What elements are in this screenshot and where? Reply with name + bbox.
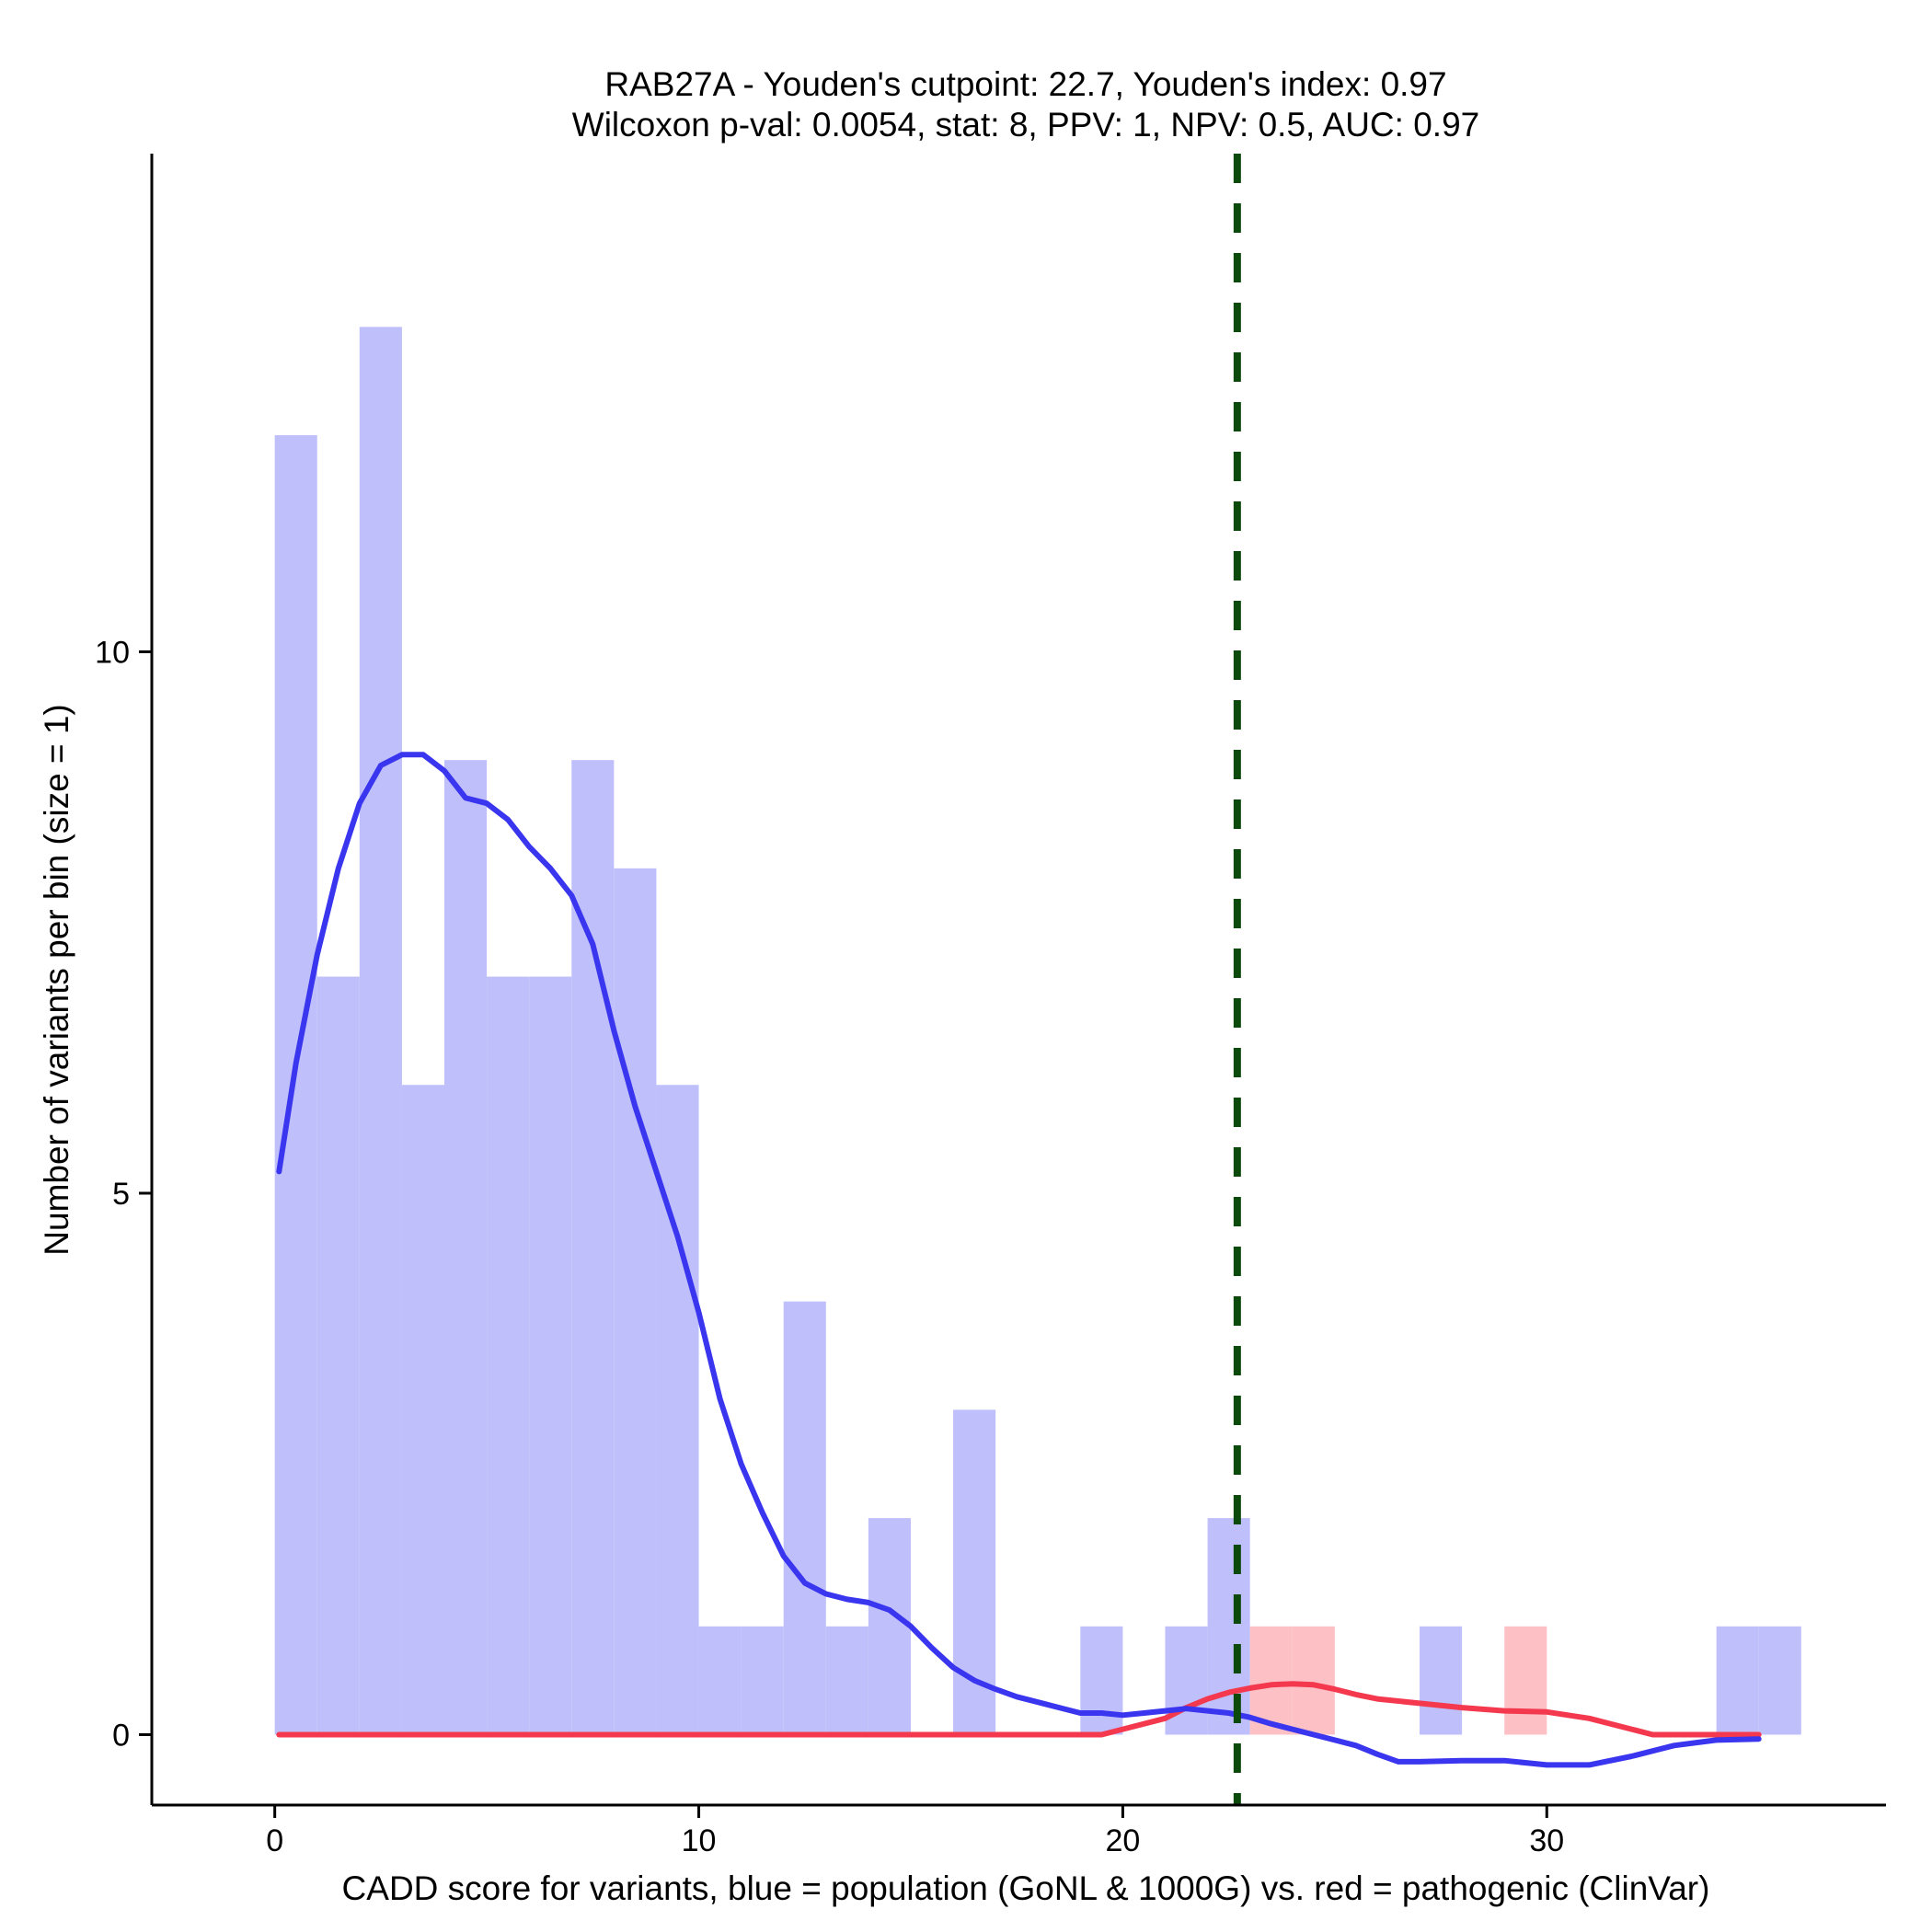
- population-bars: [274, 327, 1801, 1735]
- x-tick-label: 30: [1529, 1823, 1564, 1858]
- pathogenic-bar: [1504, 1626, 1547, 1735]
- chart-title-line1: RAB27A - Youden's cutpoint: 22.7, Youden…: [604, 65, 1446, 103]
- pathogenic-density-line: [276, 1681, 1762, 1738]
- x-tick-label: 10: [682, 1823, 717, 1858]
- population-bar: [529, 976, 572, 1735]
- x-tick-label: 0: [266, 1823, 283, 1858]
- population-bar: [1716, 1626, 1759, 1735]
- population-bar: [614, 868, 657, 1735]
- population-bar: [571, 760, 615, 1735]
- population-bar: [444, 760, 488, 1735]
- y-tick-label: 10: [95, 635, 130, 670]
- x-axis-ticks: 0 10 20 30: [266, 1805, 1564, 1858]
- population-bar: [698, 1626, 742, 1735]
- population-bar: [316, 976, 360, 1735]
- pathogenic-bar: [1249, 1626, 1293, 1735]
- population-bar: [825, 1626, 868, 1735]
- population-density-line: [276, 752, 1762, 1768]
- population-bar: [1165, 1626, 1208, 1735]
- y-tick-label: 0: [112, 1718, 130, 1753]
- population-bar: [359, 327, 402, 1735]
- population-bar: [1080, 1626, 1123, 1735]
- y-tick-label: 5: [112, 1177, 130, 1212]
- population-bar: [1207, 1518, 1250, 1735]
- density-lines: [276, 752, 1762, 1768]
- population-bar: [487, 976, 530, 1735]
- population-bar: [1758, 1626, 1801, 1735]
- population-bar: [1420, 1626, 1463, 1735]
- y-axis-ticks: 0 5 10: [95, 635, 152, 1753]
- x-axis-title: CADD score for variants, blue = populati…: [342, 1869, 1710, 1907]
- population-bar: [274, 435, 317, 1735]
- population-bar: [783, 1301, 826, 1735]
- population-bar: [868, 1518, 911, 1735]
- population-bar: [401, 1085, 445, 1735]
- pathogenic-bar: [1292, 1626, 1335, 1735]
- pathogenic-bars: [1249, 1626, 1547, 1735]
- y-axis-title: Number of variants per bin (size = 1): [38, 704, 75, 1255]
- chart-title-line2: Wilcoxon p-val: 0.0054, stat: 8, PPV: 1,…: [572, 106, 1479, 144]
- population-bar: [741, 1626, 784, 1735]
- x-tick-label: 20: [1106, 1823, 1141, 1858]
